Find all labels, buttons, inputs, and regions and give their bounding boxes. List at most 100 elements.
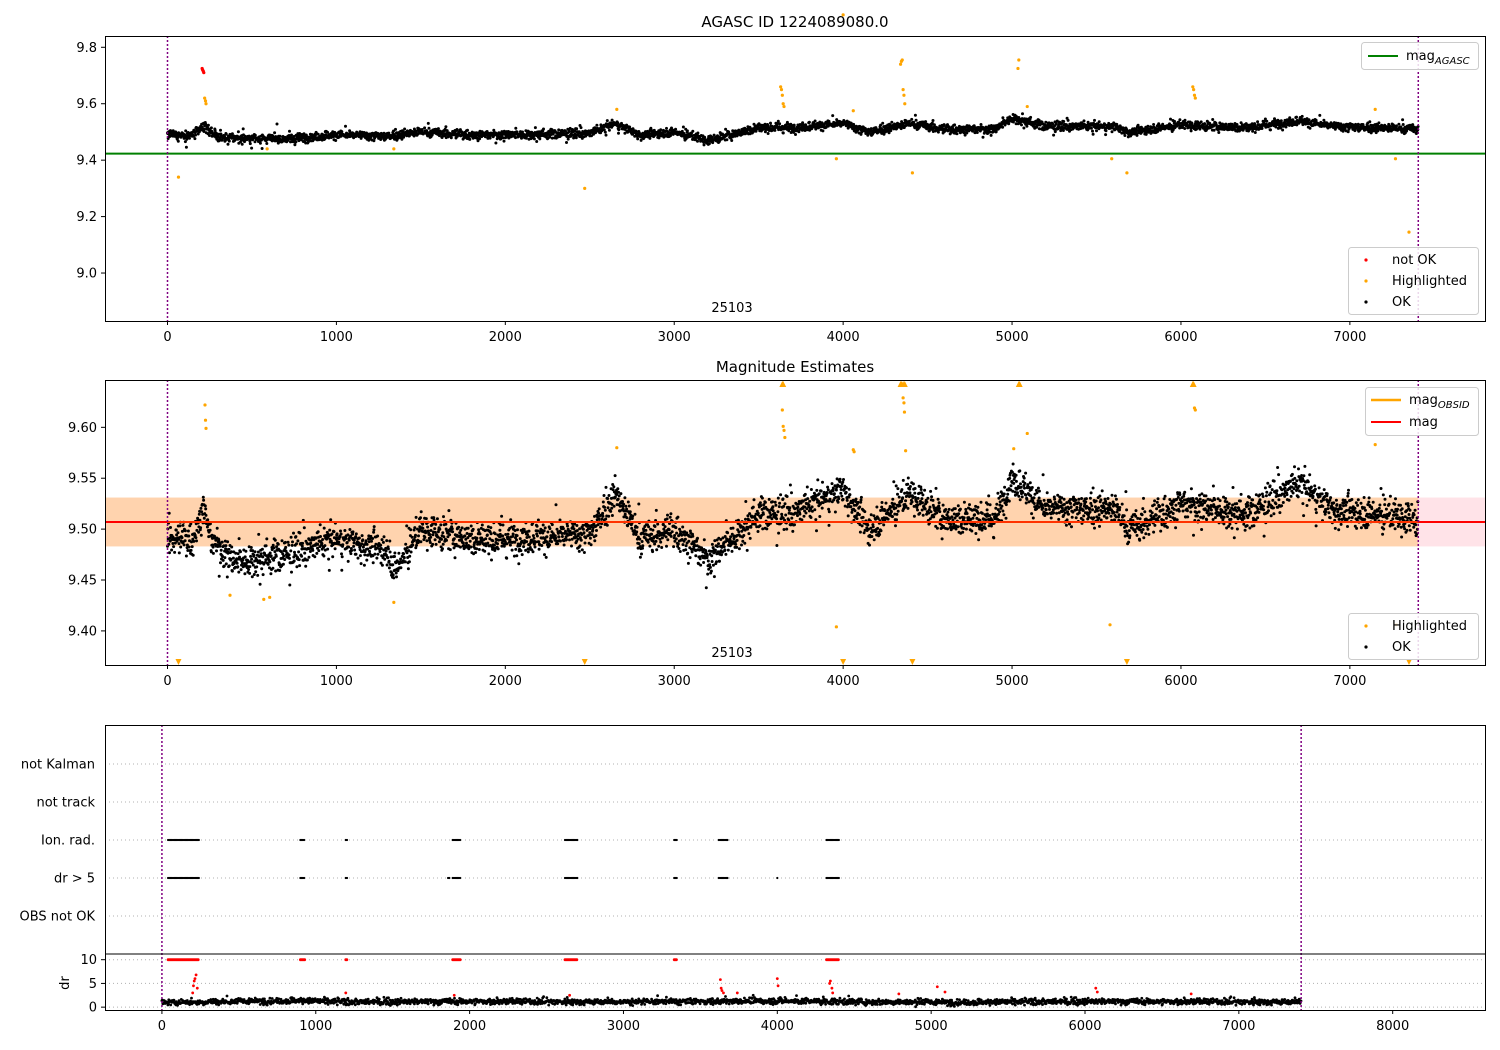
ok-point [271, 566, 275, 570]
ok-point [215, 549, 218, 553]
x-tick-label: 5000 [996, 330, 1029, 345]
ok-point [1217, 131, 1221, 134]
ok-point [264, 544, 268, 548]
ok-point [182, 543, 186, 547]
ok-point [372, 139, 376, 143]
ok-point [278, 134, 282, 138]
ok-point [307, 555, 311, 559]
ok-point [402, 556, 406, 560]
ok-point [466, 128, 469, 132]
ok-point [554, 503, 558, 507]
ok-point [318, 523, 322, 527]
ok-point [433, 538, 437, 542]
highlighted-point [203, 96, 207, 100]
ok-point [254, 570, 258, 574]
highlighted-point [851, 109, 855, 113]
ok-point [565, 141, 568, 144]
ok-point [514, 136, 517, 140]
ok-point [384, 549, 388, 553]
ok-point [572, 527, 576, 531]
ok-point [394, 127, 397, 131]
ok-point [395, 575, 398, 579]
ok-point [199, 533, 203, 537]
ok-point [730, 139, 734, 142]
ok-point [617, 131, 620, 135]
ok-point [275, 122, 279, 126]
ok-point [441, 547, 444, 551]
highlighted-point [1192, 88, 1196, 92]
ok-point [514, 547, 518, 551]
ok-point [558, 539, 562, 543]
ok-point [490, 558, 493, 562]
ok-point [197, 512, 201, 516]
ok-point [303, 551, 307, 555]
ok-point [1136, 123, 1140, 127]
ok-point [1401, 123, 1405, 126]
ok-point [423, 535, 427, 539]
highlighted-point [1025, 104, 1029, 109]
ok-point [1414, 132, 1418, 135]
ok-point [444, 522, 448, 526]
ok-point [478, 137, 482, 141]
ok-point [276, 542, 280, 546]
ok-point [471, 527, 475, 531]
ok-point [1029, 115, 1033, 119]
ok-point [266, 562, 270, 566]
ok-point [403, 560, 407, 564]
ok-point [604, 133, 608, 137]
ok-point [548, 527, 552, 531]
ok-point [477, 548, 481, 551]
ok-point [253, 550, 257, 554]
ok-point [380, 563, 384, 567]
ok-point [274, 554, 278, 558]
ok-point [191, 553, 195, 557]
ok-point [469, 545, 473, 549]
ok-point [243, 572, 247, 576]
ok-point [400, 137, 404, 141]
ok-point [195, 539, 198, 543]
ok-point [555, 527, 559, 531]
ok-point [194, 133, 197, 137]
ok-point [696, 139, 699, 143]
panel1-plot [105, 13, 1485, 321]
ok-point [639, 138, 643, 142]
ok-point [290, 133, 293, 137]
ok-point [433, 527, 437, 531]
ok-point [535, 140, 539, 143]
ok-point [288, 583, 292, 587]
ok-point [1279, 119, 1283, 123]
ok-point [289, 535, 293, 539]
ok-point [244, 549, 248, 553]
ok-point [315, 551, 319, 555]
ok-point [322, 554, 326, 558]
y-tick-label: 9.0 [76, 267, 97, 282]
ok-point [192, 539, 196, 543]
ok-point [1091, 129, 1094, 133]
ok-point [487, 552, 491, 556]
ok-point [258, 141, 262, 145]
highlighted-point [1017, 58, 1021, 62]
ok-point [335, 532, 339, 536]
ok-point [221, 558, 225, 562]
ok-point [329, 518, 333, 522]
ok-point [295, 565, 299, 569]
ok-point [406, 567, 410, 571]
ok-point [340, 568, 344, 572]
ok-point [1135, 133, 1139, 137]
ok-point [485, 533, 489, 537]
ok-point [458, 545, 462, 549]
ok-point [240, 142, 244, 146]
ok-point [975, 131, 979, 134]
panel2-plot [105, 380, 1485, 665]
ok-point [217, 574, 221, 578]
ok-point [475, 136, 479, 140]
ok-point [360, 534, 364, 538]
ok-point [565, 538, 568, 542]
ok-point [278, 569, 282, 572]
ok-point [423, 126, 427, 130]
ok-point [498, 528, 502, 532]
ok-point [489, 532, 493, 536]
ok-point [286, 540, 290, 544]
ok-point [538, 137, 542, 141]
ok-point [264, 558, 268, 562]
